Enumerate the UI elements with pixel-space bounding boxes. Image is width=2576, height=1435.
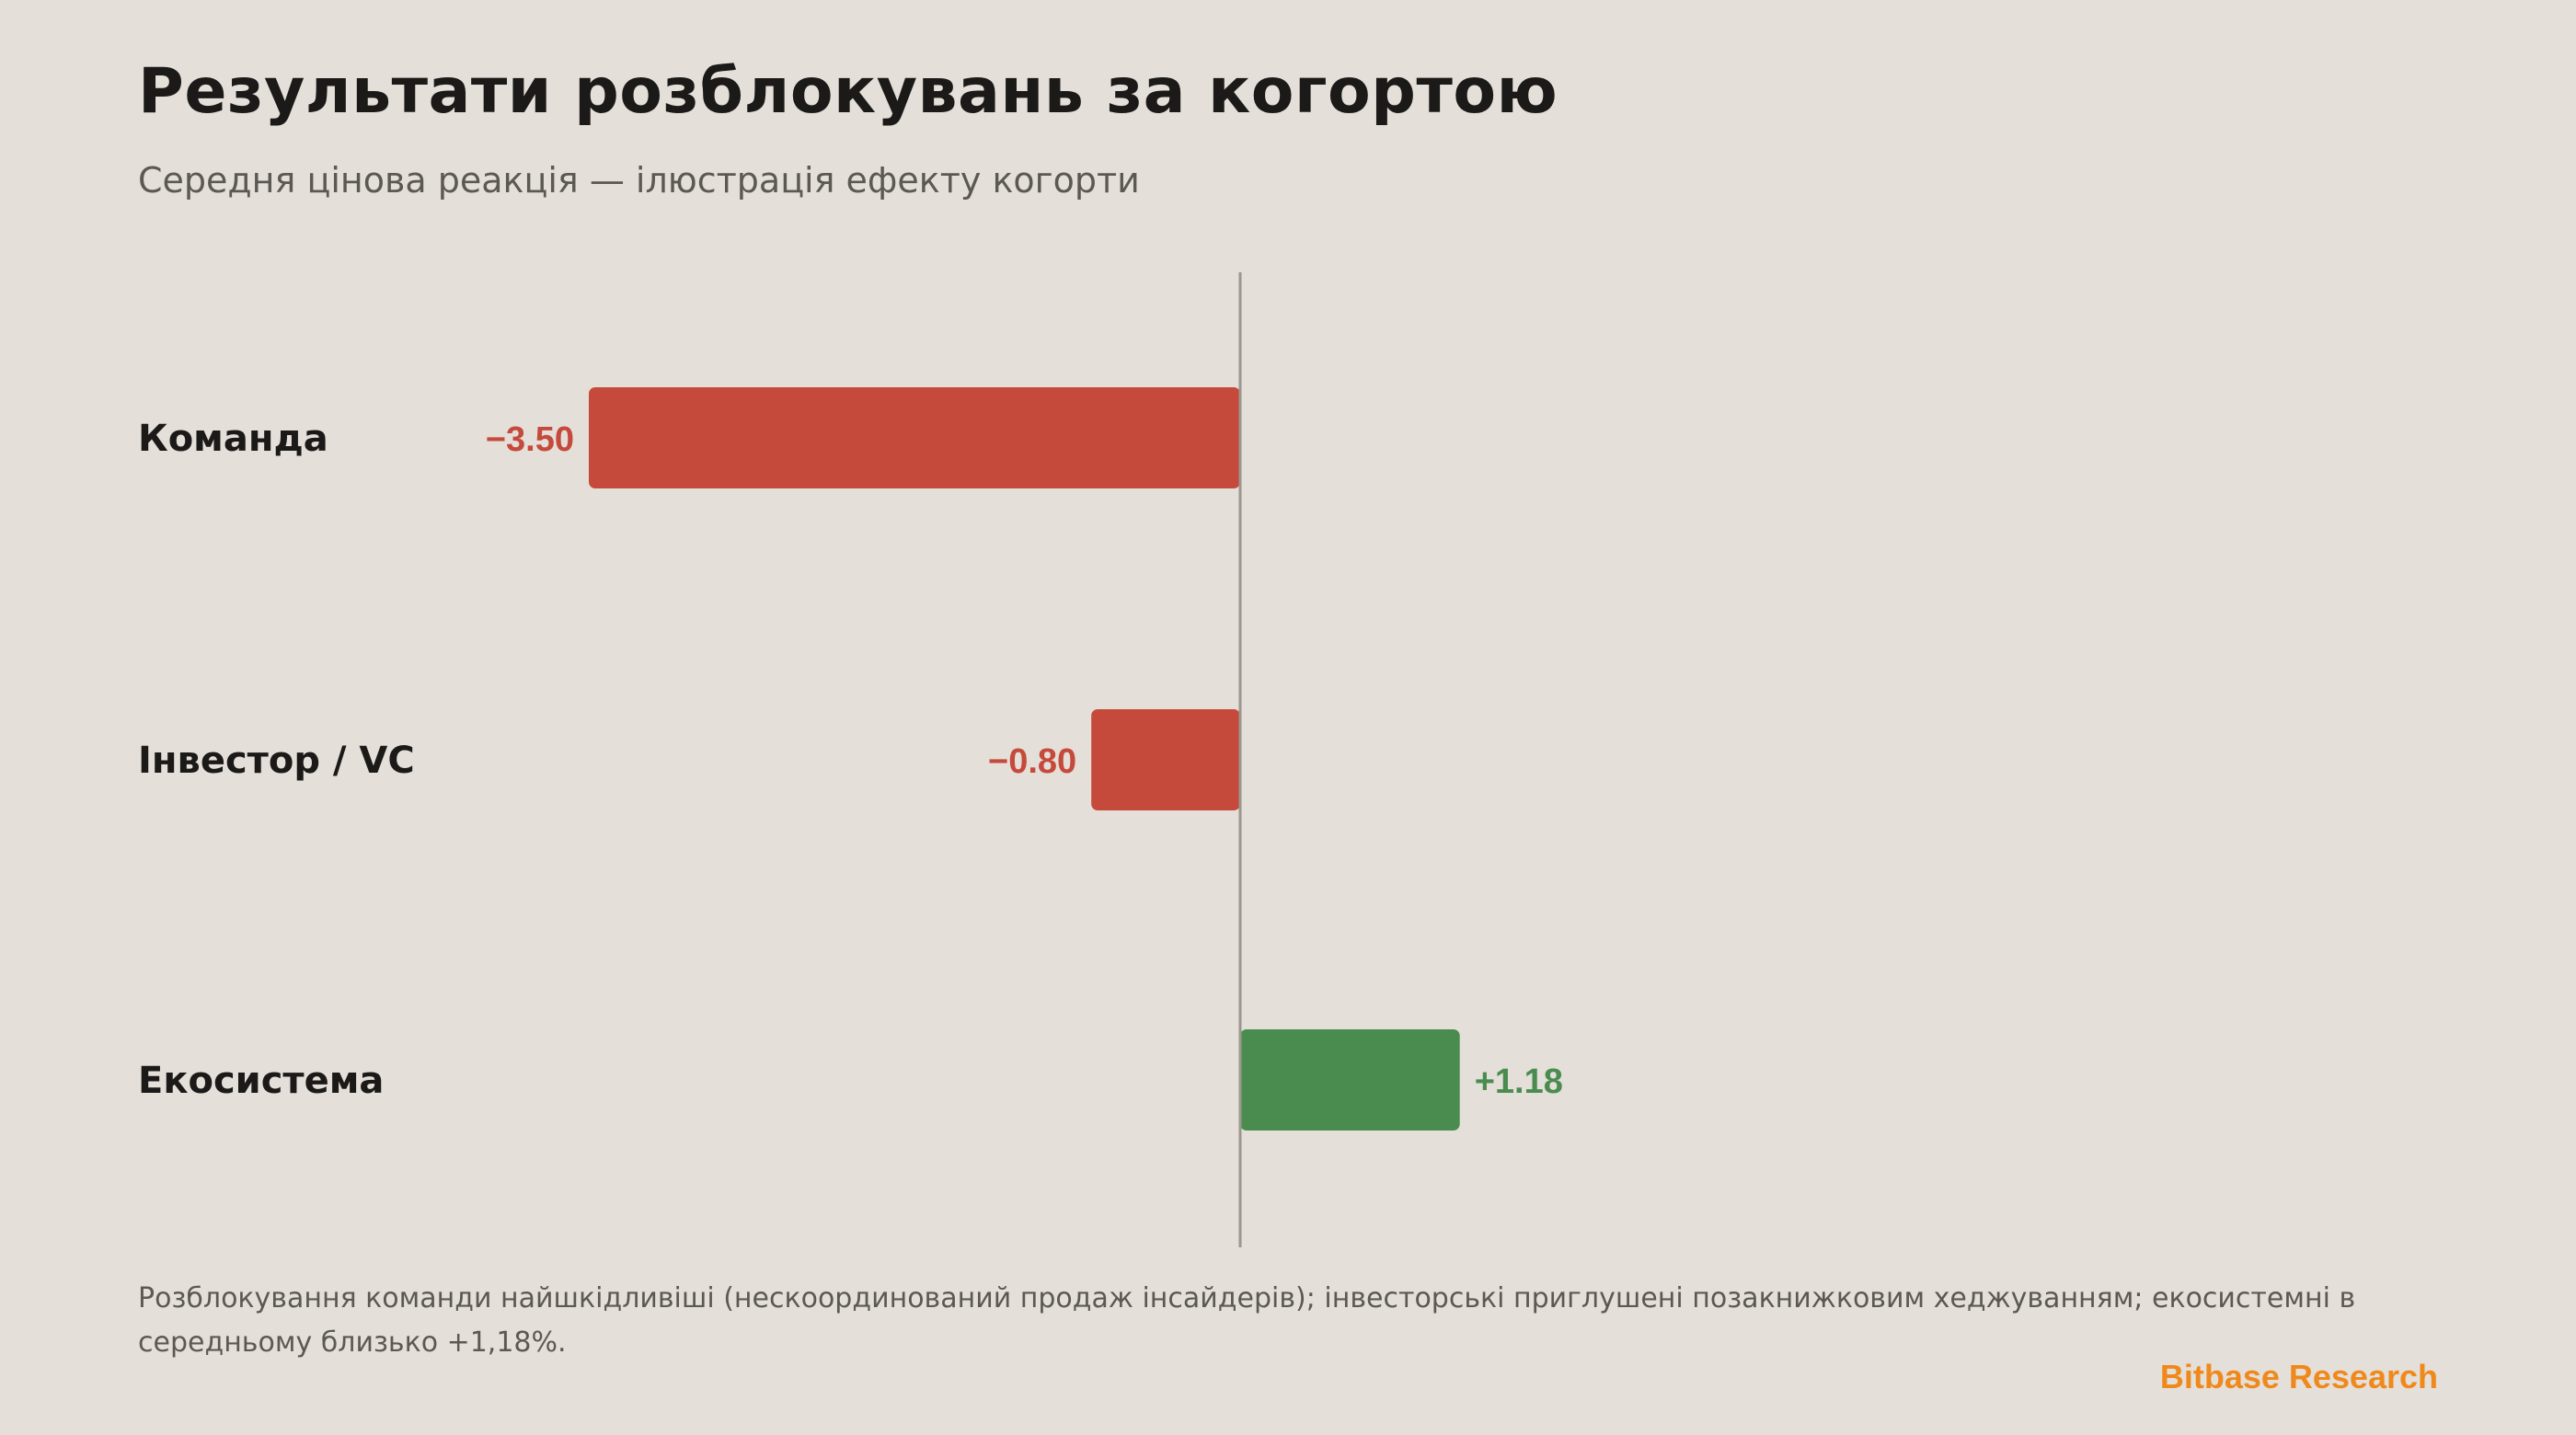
category-label: Інвестор / VC bbox=[138, 740, 415, 782]
brand-logo-text: Bitbase Research bbox=[2159, 1358, 2438, 1395]
chart-subtitle: Середня цінова реакція — ілюстрація ефек… bbox=[138, 160, 1140, 201]
chart-title: Результати розблокувань за когортою bbox=[138, 55, 1558, 128]
category-label: Екосистема bbox=[138, 1060, 384, 1102]
data-label: −0.80 bbox=[988, 742, 1076, 781]
data-label: −3.50 bbox=[486, 420, 574, 459]
data-label: +1.18 bbox=[1475, 1062, 1563, 1101]
bar bbox=[1240, 1029, 1460, 1131]
bar-chart: Команда −3.50 Інвестор / VC −0.80 Екосистема… bbox=[138, 272, 1563, 1247]
bar bbox=[1091, 709, 1240, 810]
bar bbox=[589, 387, 1240, 488]
footnote: Розблокування команди найшкідливіші (нес… bbox=[138, 1282, 2356, 1359]
category-label: Команда bbox=[138, 418, 328, 460]
